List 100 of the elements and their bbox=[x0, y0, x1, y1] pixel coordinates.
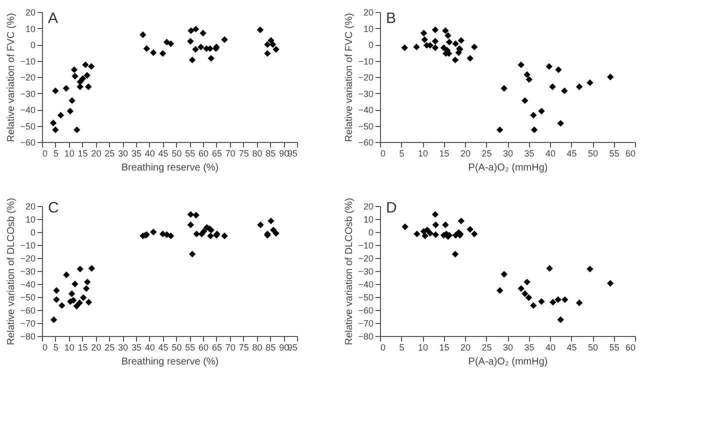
y-tick-label: −20 bbox=[20, 72, 36, 82]
point bbox=[188, 27, 194, 34]
point bbox=[150, 228, 157, 236]
point bbox=[432, 44, 439, 52]
y-tick-label: −10 bbox=[20, 56, 36, 66]
point bbox=[538, 298, 545, 305]
point bbox=[188, 56, 196, 64]
point bbox=[452, 56, 459, 64]
point bbox=[187, 221, 194, 228]
x-tick-label: 55 bbox=[609, 342, 620, 352]
point bbox=[546, 63, 553, 70]
point bbox=[76, 83, 84, 90]
point bbox=[470, 230, 478, 238]
y-tick-label: −70 bbox=[20, 318, 36, 328]
x-axis-title: P(A-a)O₂ (mmHg) bbox=[468, 356, 548, 368]
point bbox=[606, 74, 614, 80]
point bbox=[85, 83, 92, 90]
x-tick-label: 30 bbox=[502, 342, 514, 352]
x-tick-label: 95 bbox=[287, 342, 298, 352]
point bbox=[432, 26, 439, 34]
point bbox=[208, 54, 214, 62]
x-tick-label: 0 bbox=[380, 342, 386, 352]
point bbox=[257, 221, 264, 228]
x-tick-label: 60 bbox=[625, 148, 636, 158]
y-tick-label: 0 bbox=[368, 228, 374, 238]
point bbox=[466, 54, 474, 62]
y-tick-label: −40 bbox=[358, 105, 374, 115]
point bbox=[561, 87, 568, 94]
point bbox=[458, 37, 465, 44]
point bbox=[68, 290, 76, 298]
x-tick-label: 35 bbox=[131, 342, 142, 352]
point bbox=[402, 223, 408, 230]
point bbox=[518, 61, 524, 68]
x-tick-label: 15 bbox=[439, 148, 450, 158]
y-tick-label: 20 bbox=[363, 8, 374, 18]
y-tick-label: −50 bbox=[358, 121, 374, 132]
point bbox=[80, 294, 87, 302]
point bbox=[421, 36, 428, 43]
y-tick-label: 0 bbox=[30, 40, 36, 50]
x-tick-label: 55 bbox=[185, 342, 196, 352]
point bbox=[500, 270, 508, 278]
y-tick-label: −60 bbox=[358, 138, 374, 148]
x-tick-label: 10 bbox=[418, 148, 428, 158]
x-tick-label: 75 bbox=[238, 148, 249, 158]
point bbox=[554, 296, 562, 303]
y-tick-label: −80 bbox=[20, 332, 36, 342]
x-tick-label: 95 bbox=[287, 148, 298, 158]
point bbox=[522, 290, 528, 298]
x-tick-label: 45 bbox=[158, 148, 168, 158]
x-tick-label: 30 bbox=[118, 148, 128, 158]
point bbox=[66, 108, 74, 114]
x-tick-label: 50 bbox=[588, 148, 598, 158]
point bbox=[442, 221, 449, 228]
x-tick-label: 20 bbox=[460, 148, 471, 158]
x-tick-label: 35 bbox=[524, 148, 534, 158]
point bbox=[272, 230, 280, 237]
x-tick-label: 15 bbox=[439, 342, 450, 352]
point bbox=[82, 61, 89, 68]
x-tick-label: 85 bbox=[266, 342, 276, 352]
x-tick-label: 25 bbox=[104, 148, 115, 158]
x-tick-label: 85 bbox=[266, 148, 276, 158]
y-tick-label: 0 bbox=[30, 228, 36, 238]
x-tick-label: 45 bbox=[566, 148, 577, 158]
point bbox=[192, 212, 200, 218]
y-tick-label: 10 bbox=[25, 214, 36, 224]
y-tick-label: −30 bbox=[20, 88, 36, 99]
point bbox=[446, 38, 453, 46]
point bbox=[68, 97, 76, 104]
point bbox=[413, 44, 420, 50]
x-tick-label: 5 bbox=[399, 342, 404, 352]
point bbox=[207, 232, 214, 240]
x-tick-label: 15 bbox=[78, 148, 88, 158]
point bbox=[53, 296, 60, 303]
y-tick-label: −10 bbox=[358, 56, 374, 66]
x-tick-label: 20 bbox=[460, 342, 471, 352]
point bbox=[524, 71, 530, 78]
point bbox=[524, 278, 530, 286]
x-tick-label: 90 bbox=[279, 342, 290, 352]
chart-title: A bbox=[48, 10, 58, 27]
x-tick-label: 40 bbox=[545, 342, 556, 352]
x-tick-label: 60 bbox=[198, 342, 209, 352]
point bbox=[452, 250, 459, 258]
x-tick-label: 10 bbox=[418, 342, 428, 352]
y-axis-title: Relative variation of FVC (%) bbox=[344, 13, 356, 142]
point bbox=[432, 38, 439, 45]
point bbox=[549, 83, 556, 90]
x-axis-title: Breathing reserve (%) bbox=[121, 162, 219, 174]
point bbox=[526, 76, 533, 83]
point bbox=[424, 226, 431, 234]
y-tick-label: 10 bbox=[25, 24, 36, 34]
point bbox=[221, 232, 228, 240]
x-tick-label: 25 bbox=[104, 342, 115, 352]
point bbox=[76, 266, 84, 272]
point bbox=[52, 126, 59, 134]
x-tick-label: 25 bbox=[482, 148, 492, 158]
x-tick-label: 60 bbox=[198, 148, 209, 158]
point bbox=[70, 66, 78, 74]
point bbox=[432, 211, 439, 218]
y-tick-label: −50 bbox=[358, 292, 374, 302]
x-tick-label: 10 bbox=[64, 342, 74, 352]
